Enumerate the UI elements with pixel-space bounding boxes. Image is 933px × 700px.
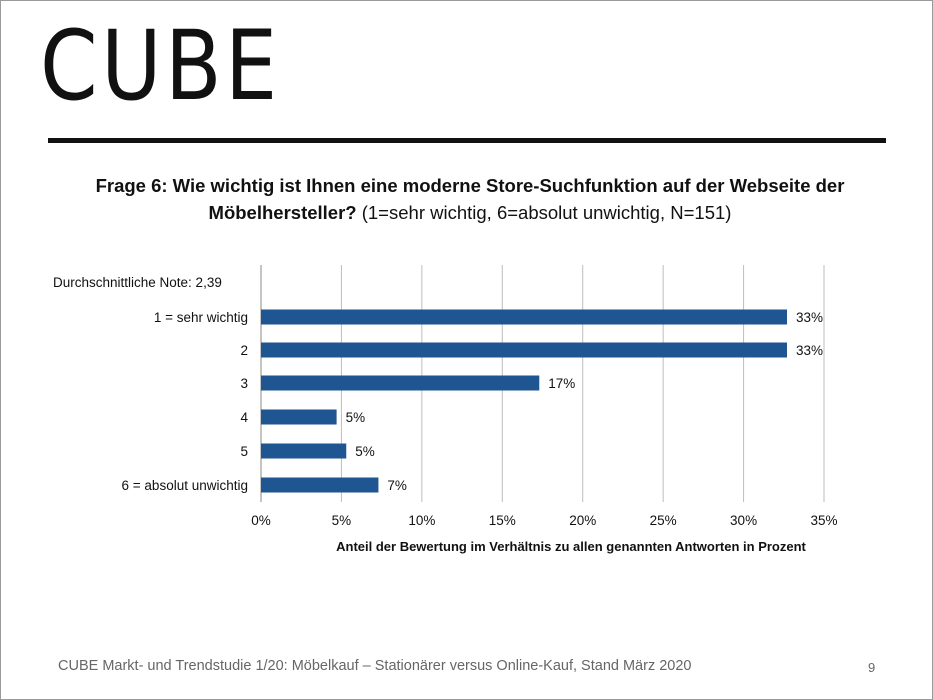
x-tick-label: 20% (569, 513, 596, 528)
x-tick-label: 0% (251, 513, 271, 528)
cube-logo: CUBE (40, 10, 281, 122)
bar (261, 477, 379, 493)
header-rule (48, 138, 886, 143)
value-label: 5% (355, 444, 375, 459)
title-scale-note: (1=sehr wichtig, 6=absolut unwichtig, N=… (361, 202, 732, 223)
footer-source: CUBE Markt- und Trendstudie 1/20: Möbelk… (58, 658, 692, 674)
value-label: 7% (387, 478, 407, 493)
bar (261, 375, 540, 391)
chart-title: Frage 6: Wie wichtig ist Ihnen eine mode… (40, 172, 900, 226)
bar (261, 342, 788, 358)
category-label: 1 = sehr wichtig (154, 310, 248, 325)
bars (261, 309, 788, 493)
x-tick-label: 15% (489, 513, 516, 528)
labels: 0% 5% 10% 15% 20% 25% 30% 35%1 = sehr wichtig 33… (122, 310, 838, 528)
x-axis-title: Anteil der Bewertung im Verhältnis zu al… (336, 539, 806, 554)
value-label: 17% (548, 376, 575, 391)
category-label: 2 (240, 343, 248, 358)
value-label: 5% (346, 410, 366, 425)
average-note: Durchschnittliche Note: 2,39 (53, 275, 222, 290)
category-label: 6 = absolut unwichtig (122, 478, 248, 493)
x-tick-label: 30% (730, 513, 757, 528)
value-label: 33% (796, 310, 823, 325)
x-tick-label: 5% (332, 513, 352, 528)
category-label: 3 (240, 376, 248, 391)
x-tick-label: 10% (408, 513, 435, 528)
category-label: 4 (240, 410, 248, 425)
x-tick-label: 35% (810, 513, 837, 528)
bar (261, 309, 788, 325)
value-label: 33% (796, 343, 823, 358)
page-number: 9 (868, 660, 876, 675)
title-question: Frage 6: Wie wichtig ist Ihnen eine mode… (95, 175, 845, 223)
bar (261, 409, 337, 425)
x-tick-label: 25% (650, 513, 677, 528)
category-label: 5 (240, 444, 248, 459)
bar (261, 443, 347, 459)
